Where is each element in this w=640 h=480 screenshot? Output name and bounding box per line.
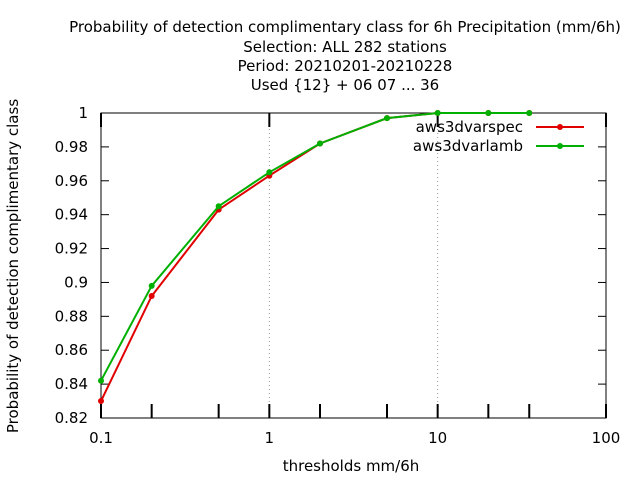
title-line-2: Selection: ALL 282 stations: [243, 38, 447, 56]
y-tick-label: 1: [78, 104, 88, 122]
x-tick-labels: 0.1 1 10 100: [89, 429, 620, 447]
axis-ticks: [100, 112, 607, 419]
data-point: [148, 293, 155, 299]
data-point: [317, 140, 324, 147]
y-tick-label: 0.82: [55, 409, 88, 427]
x-tick-label: 100: [592, 429, 621, 447]
y-tick-label: 0.86: [55, 341, 88, 359]
chart-title: Probability of detection complimentary c…: [69, 18, 621, 94]
grid: [268, 113, 439, 418]
y-tick-label: 0.88: [55, 307, 88, 325]
x-tick-label: 1: [265, 429, 275, 447]
data-point: [98, 377, 104, 384]
x-tick-label: 0.1: [89, 429, 113, 447]
x-axis-label: thresholds mm/6h: [283, 457, 420, 475]
data-point: [266, 169, 273, 176]
y-tick-label: 0.84: [55, 375, 88, 393]
y-tick-labels: 0.82 0.84 0.86 0.88 0.9 0.92 0.94 0.96 0.98 1: [55, 104, 88, 427]
legend-label: aws3dvarspec: [416, 118, 523, 136]
data-point: [485, 110, 492, 116]
title-line-4: Used {12} + 06 07 ... 36: [251, 76, 439, 94]
series: [98, 110, 533, 405]
legend-swatch-marker: [557, 124, 563, 130]
y-tick-label: 0.92: [55, 240, 88, 258]
series-line: [100, 112, 530, 402]
data-point: [215, 203, 222, 210]
data-point: [383, 115, 390, 122]
data-point: [434, 110, 441, 116]
y-tick-label: 0.96: [55, 172, 88, 190]
series-aws3dvarlamb: [98, 110, 533, 384]
title-line-1: Probability of detection complimentary c…: [69, 18, 621, 36]
title-line-3: Period: 20210201-20210228: [238, 57, 453, 75]
y-axis-label: Probability of detection complimentary c…: [4, 99, 22, 433]
data-point: [148, 282, 155, 289]
plot-frame: [100, 112, 607, 419]
x-tick-label: 10: [428, 429, 447, 447]
y-tick-label: 0.98: [55, 138, 88, 156]
y-tick-label: 0.9: [64, 273, 88, 291]
data-point: [526, 110, 533, 116]
legend-label: aws3dvarlamb: [413, 137, 523, 155]
y-tick-label: 0.94: [55, 206, 88, 224]
data-point: [98, 398, 104, 405]
legend-swatch-marker: [557, 143, 563, 149]
